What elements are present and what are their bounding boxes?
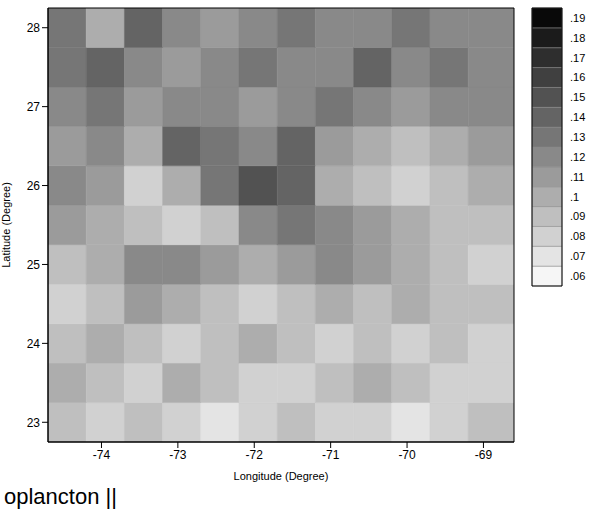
svg-text:-73: -73	[169, 448, 187, 462]
svg-text:.13: .13	[570, 131, 585, 143]
svg-text:-72: -72	[246, 448, 264, 462]
svg-text:.08: .08	[570, 230, 585, 242]
svg-text:-74: -74	[93, 448, 111, 462]
svg-text:26: 26	[27, 179, 41, 193]
svg-text:23: 23	[27, 416, 41, 430]
svg-text:-69: -69	[475, 448, 493, 462]
svg-text:.17: .17	[570, 52, 585, 64]
svg-text:.19: .19	[570, 12, 585, 24]
html-text:oplancton ||: oplancton ||	[4, 484, 117, 509]
svg-text:Longitude (Degree): Longitude (Degree)	[234, 470, 329, 482]
svg-text:.16: .16	[570, 71, 585, 83]
svg-text:-70: -70	[398, 448, 416, 462]
svg-text:27: 27	[27, 100, 41, 114]
svg-text:25: 25	[27, 258, 41, 272]
svg-text:.1: .1	[570, 191, 579, 203]
svg-text:.06: .06	[570, 270, 585, 282]
svg-text:-71: -71	[322, 448, 340, 462]
svg-text:28: 28	[27, 21, 41, 35]
svg-text:24: 24	[27, 337, 41, 351]
svg-text:.18: .18	[570, 32, 585, 44]
svg-text:.12: .12	[570, 151, 585, 163]
svg-text:.09: .09	[570, 210, 585, 222]
svg-text:Latitude (Degree): Latitude (Degree)	[0, 182, 12, 268]
svg-text:.07: .07	[570, 250, 585, 262]
svg-text:.15: .15	[570, 91, 585, 103]
svg-text:.11: .11	[570, 171, 584, 183]
svg-text:.14: .14	[570, 111, 585, 123]
